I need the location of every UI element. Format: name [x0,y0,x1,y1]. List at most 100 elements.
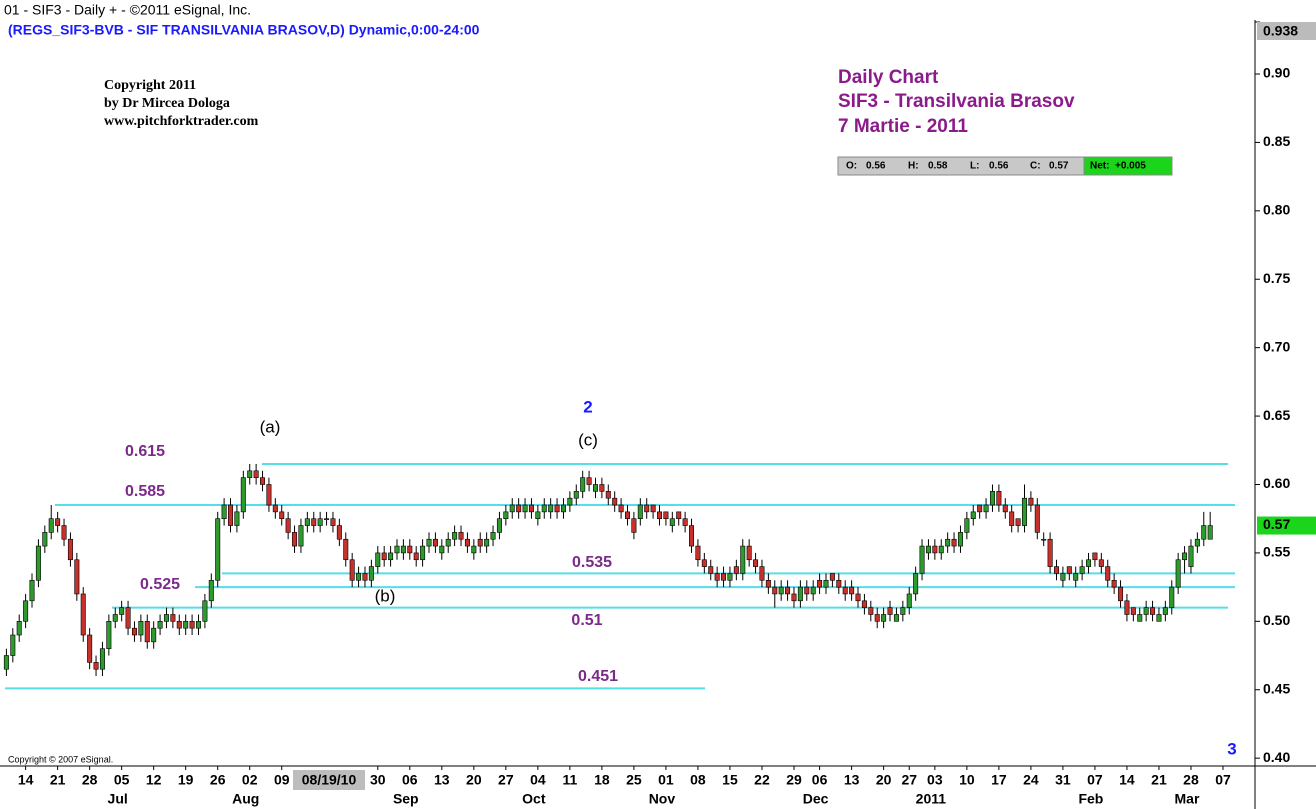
wave-count: 3 [1227,739,1236,758]
candle-body [477,538,483,547]
candle-body [1041,538,1047,541]
candle-body [336,525,342,540]
y-tick-label: 0.85 [1263,133,1290,149]
candle-body [266,484,272,506]
candle-body [1034,504,1040,533]
net-value: +0.005 [1115,161,1146,172]
candle-body [1188,545,1194,567]
candle-body [624,511,630,520]
candle-body [42,532,48,547]
candle-body [1207,525,1213,540]
x-tick-label: 13 [844,772,860,788]
candle-body [1156,614,1162,622]
candle-body [368,566,374,581]
candle-body [682,518,688,526]
x-tick-label: 28 [82,772,98,788]
x-tick-label: 24 [1023,772,1039,788]
x-tick-label: 11 [562,772,577,788]
candle-body [849,586,855,595]
candle-body [349,559,355,581]
candle-body [189,621,195,629]
candle-body [1079,566,1085,574]
candle-body [362,573,368,581]
chart-title: Daily Chart [838,67,939,88]
candle-body [1111,579,1117,588]
x-tick-label: 27 [901,772,917,788]
month-label: Sep [393,791,419,807]
candle-body [1015,518,1021,526]
candle-body [1060,573,1066,581]
candle-body [106,621,112,649]
level-label: 0.615 [125,443,165,460]
candle-body [970,511,976,520]
candle-body [10,634,16,656]
ohlc-box: O: 0.56 H: 0.58 L: 0.56 C: 0.57 Net: +0.… [837,156,1173,176]
candle-body [413,552,419,561]
symbol-line: (REGS_SIF3-BVB - SIF TRANSILVANIA BRASOV… [8,22,480,38]
candle-body [861,600,867,608]
candle-body [746,545,752,561]
copyright-line: Copyright 2011 [104,78,196,93]
y-tick-label: 0.60 [1263,475,1290,491]
candle-body [1086,559,1092,567]
y-tick-label: 0.50 [1263,612,1290,628]
candle-body [157,621,163,629]
x-tick-label: 20 [876,772,892,788]
candle-body [829,573,835,581]
copyright-line: www.pitchforktrader.com [104,114,259,129]
candle-body [93,662,99,670]
level-label: 0.51 [571,612,602,629]
candle-body [112,614,118,622]
y-tick-label: 0.70 [1263,338,1290,354]
x-tick-label: 28 [1183,772,1199,788]
x-tick-label: 29 [786,772,802,788]
candle-body [836,579,842,588]
candle-body [131,627,137,636]
candle-body [637,504,643,520]
candle-body [804,586,810,595]
candle-body [311,518,317,526]
x-tick-label: 18 [594,772,610,788]
candle-body [240,477,246,513]
candle-body [932,545,938,554]
candle-body [1105,566,1111,581]
candle-body [938,545,944,554]
candle-body [605,491,611,499]
chart-title: SIF3 - Transilvania Brasov [838,91,1075,112]
x-tick-label: 05 [114,772,130,788]
candle-body [356,573,362,581]
candle-body [881,614,887,622]
candle-body [87,634,93,663]
x-tick-label: 30 [370,772,386,788]
candle-body [887,607,893,615]
candle-body [298,525,304,547]
candle-body [913,573,919,595]
wave-label: (c) [578,430,598,449]
x-tick-label: 07 [1215,772,1231,788]
candle-body [1118,586,1124,602]
candle-body [765,579,771,588]
candle-body [509,504,515,513]
candle-body [55,518,61,526]
candle-body [580,477,586,492]
candle-body [612,497,618,506]
candle-body [1009,511,1015,526]
month-label: Nov [649,791,676,807]
candle-body [1175,559,1181,588]
candle-body [484,538,490,547]
candle-body [522,504,528,513]
candle-body [253,470,259,478]
y-tick-label: 0.75 [1263,270,1290,286]
candle-body [721,573,727,581]
candle-body [324,518,330,521]
candle-body [375,552,381,567]
ohlc-label: O: [846,161,857,172]
candle-body [330,518,336,526]
x-tick-label: 07 [1087,772,1103,788]
last-price-box [1257,516,1316,535]
candle-body [874,614,880,622]
x-tick-label: 08 [690,772,706,788]
candle-body [202,600,208,622]
level-label: 0.525 [140,576,180,593]
